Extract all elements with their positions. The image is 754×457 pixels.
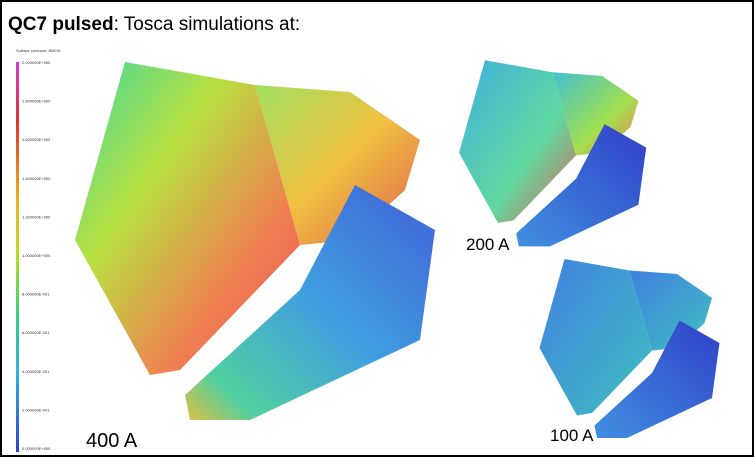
legend-colorbar — [16, 62, 19, 452]
legend-label: 4.000000E-001 — [22, 369, 50, 374]
legend-label: 8.000000E-001 — [22, 292, 50, 297]
legend-label: 1.800000E+000 — [22, 99, 51, 104]
simulation-200a — [459, 60, 646, 246]
slide-title: QC7 pulsed: Tosca simulations at: — [8, 14, 300, 35]
legend-label: 6.000000E-001 — [22, 330, 50, 335]
simulation-100a — [540, 259, 720, 438]
legend-label: 1.600000E+000 — [22, 137, 51, 142]
legend-title: Surface contours: BMOD — [16, 48, 61, 53]
legend-label: 2.000000E-001 — [22, 407, 50, 412]
legend-labels: 2.000000E+000 1.800000E+000 1.600000E+000 1… — [22, 60, 51, 451]
slide-canvas: QC7 pulsed: Tosca simulations at: Surfac… — [0, 0, 754, 457]
title-bold: QC7 pulsed — [8, 14, 114, 35]
simulation-400a — [75, 62, 435, 420]
legend-label: 0.000000E+000 — [22, 446, 51, 451]
legend-label: 1.400000E+000 — [22, 176, 51, 181]
current-label: 200 A — [466, 235, 510, 254]
legend-label: 1.000000E+000 — [22, 253, 51, 258]
current-label: 400 A — [86, 430, 138, 452]
legend-label: 2.000000E+000 — [22, 60, 51, 65]
title-rest: : Tosca simulations at: — [114, 14, 301, 35]
slide: QC7 pulsed: Tosca simulations at: Surfac… — [0, 0, 754, 457]
current-label: 100 A — [550, 426, 594, 445]
legend-label: 1.200000E+000 — [22, 214, 51, 219]
